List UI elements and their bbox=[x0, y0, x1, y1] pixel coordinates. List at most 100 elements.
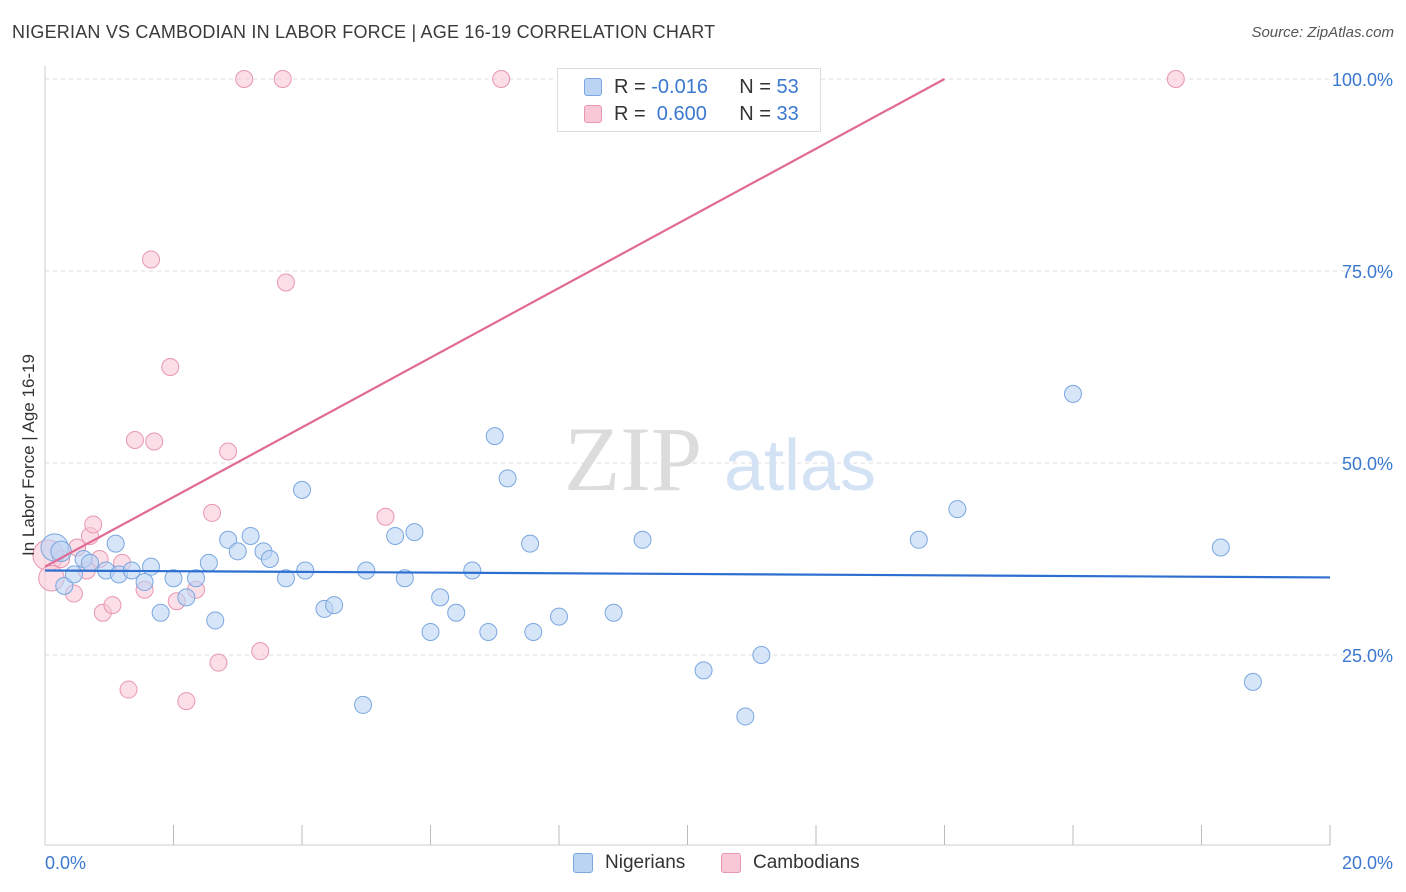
watermark-atlas: atlas bbox=[724, 426, 876, 506]
axes bbox=[44, 66, 1331, 846]
cambodian-point bbox=[1166, 70, 1185, 88]
trend-lines bbox=[44, 78, 1331, 579]
cambodian-point bbox=[235, 70, 254, 88]
cambodian-point bbox=[119, 680, 138, 699]
nigerians-swatch bbox=[584, 78, 602, 96]
nigerian-point bbox=[354, 695, 373, 714]
nigerian-point bbox=[479, 622, 498, 641]
r-label: R = bbox=[614, 102, 646, 125]
nigerian-point bbox=[386, 526, 405, 545]
nigerians-points bbox=[40, 384, 1262, 726]
nigerian-point bbox=[909, 530, 928, 549]
nigerian-point bbox=[296, 561, 315, 580]
nigerian-point bbox=[752, 646, 771, 664]
nigerian-point bbox=[135, 573, 154, 592]
nigerian-point bbox=[521, 534, 540, 553]
chart-title: NIGERIAN VS CAMBODIAN IN LABOR FORCE | A… bbox=[12, 22, 716, 42]
cambodian-point bbox=[177, 692, 196, 711]
nigerian-point bbox=[106, 534, 125, 553]
legend-item-nigerians: Nigerians bbox=[573, 852, 685, 874]
nigerians-trend-line bbox=[44, 569, 1331, 579]
cambodian-point bbox=[376, 507, 395, 526]
cambodian-point bbox=[103, 596, 122, 615]
n-label: N = bbox=[739, 102, 771, 125]
nigerian-point bbox=[80, 553, 99, 572]
x-tick-label: 20.0% bbox=[1342, 853, 1393, 873]
nigerian-point bbox=[293, 480, 311, 499]
nigerian-point bbox=[736, 707, 755, 726]
stats-legend: R = -0.016 N = 53 R = 0.600 N = 33 bbox=[557, 68, 821, 132]
cambodian-point bbox=[203, 503, 222, 522]
n-value: 33 bbox=[776, 102, 799, 125]
nigerian-point bbox=[431, 588, 450, 607]
nigerian-point bbox=[550, 607, 568, 626]
cambodian-point bbox=[125, 430, 144, 449]
nigerian-point bbox=[64, 565, 83, 584]
y-tick-label: 100.0% bbox=[1332, 70, 1393, 90]
nigerian-point bbox=[463, 561, 482, 580]
nigerian-point bbox=[694, 661, 713, 680]
nigerian-point bbox=[55, 576, 74, 595]
nigerian-point bbox=[524, 622, 543, 641]
gridlines bbox=[45, 78, 1390, 656]
n-value: 53 bbox=[776, 75, 799, 98]
cambodians-legend-label: Cambodians bbox=[753, 852, 860, 873]
tick-labels: 25.0% 50.0% 75.0% 100.0% 0.0% 20.0% bbox=[45, 70, 1393, 873]
n-label: N = bbox=[739, 75, 771, 98]
series-legend: Nigerians Cambodians bbox=[0, 852, 1406, 878]
cambodians-swatch bbox=[584, 105, 602, 123]
cambodian-point bbox=[161, 358, 180, 376]
cambodian-point bbox=[273, 70, 292, 88]
nigerian-point bbox=[1064, 384, 1082, 403]
y-tick-label: 75.0% bbox=[1342, 262, 1393, 282]
nigerian-point bbox=[219, 530, 238, 549]
nigerians-legend-swatch bbox=[573, 853, 593, 873]
nigerian-point bbox=[948, 500, 967, 519]
nigerian-point bbox=[228, 542, 247, 561]
cambodian-point bbox=[145, 432, 164, 451]
nigerian-point bbox=[177, 588, 196, 607]
watermark-zip: ZIP bbox=[564, 408, 702, 510]
cambodian-point bbox=[251, 642, 270, 661]
cambodian-point bbox=[219, 442, 238, 461]
cambodian-point bbox=[84, 515, 103, 534]
nigerian-point bbox=[633, 530, 652, 549]
cambodian-point bbox=[276, 273, 295, 292]
cambodian-point bbox=[209, 653, 228, 672]
nigerian-point bbox=[405, 523, 424, 542]
source-credit: Source: ZipAtlas.com bbox=[1251, 24, 1394, 41]
legend-item-cambodians: Cambodians bbox=[721, 852, 860, 874]
legend-row-nigerians: R = -0.016 N = 53 bbox=[584, 74, 799, 100]
y-axis-label: In Labor Force | Age 16-19 bbox=[19, 354, 38, 556]
nigerians-legend-label: Nigerians bbox=[605, 852, 686, 873]
cambodian-point bbox=[492, 70, 511, 88]
nigerian-point bbox=[1211, 538, 1230, 557]
nigerian-point bbox=[186, 569, 205, 588]
cambodians-legend-swatch bbox=[721, 853, 741, 873]
nigerian-point bbox=[276, 569, 295, 588]
nigerian-point bbox=[199, 553, 218, 572]
nigerian-point bbox=[604, 603, 623, 622]
cambodian-point bbox=[142, 250, 161, 269]
nigerian-point bbox=[241, 526, 260, 545]
nigerian-point bbox=[325, 596, 344, 615]
cambodians-trend-line bbox=[44, 78, 946, 568]
nigerian-point bbox=[447, 603, 466, 622]
nigerian-point bbox=[498, 469, 517, 488]
nigerian-point bbox=[395, 569, 414, 588]
y-tick-label: 50.0% bbox=[1342, 454, 1393, 474]
y-tick-label: 25.0% bbox=[1342, 646, 1393, 666]
nigerian-point bbox=[357, 561, 376, 580]
nigerian-point bbox=[164, 569, 183, 588]
r-value: 0.600 bbox=[651, 102, 707, 125]
nigerian-point bbox=[260, 550, 279, 568]
legend-row-cambodians: R = 0.600 N = 33 bbox=[584, 101, 799, 127]
nigerian-point bbox=[421, 622, 440, 641]
nigerian-point bbox=[206, 611, 225, 630]
nigerian-point bbox=[1243, 672, 1262, 691]
r-value: -0.016 bbox=[651, 75, 708, 98]
nigerian-point bbox=[151, 603, 170, 622]
nigerian-point bbox=[142, 557, 161, 576]
nigerian-point bbox=[485, 427, 504, 446]
